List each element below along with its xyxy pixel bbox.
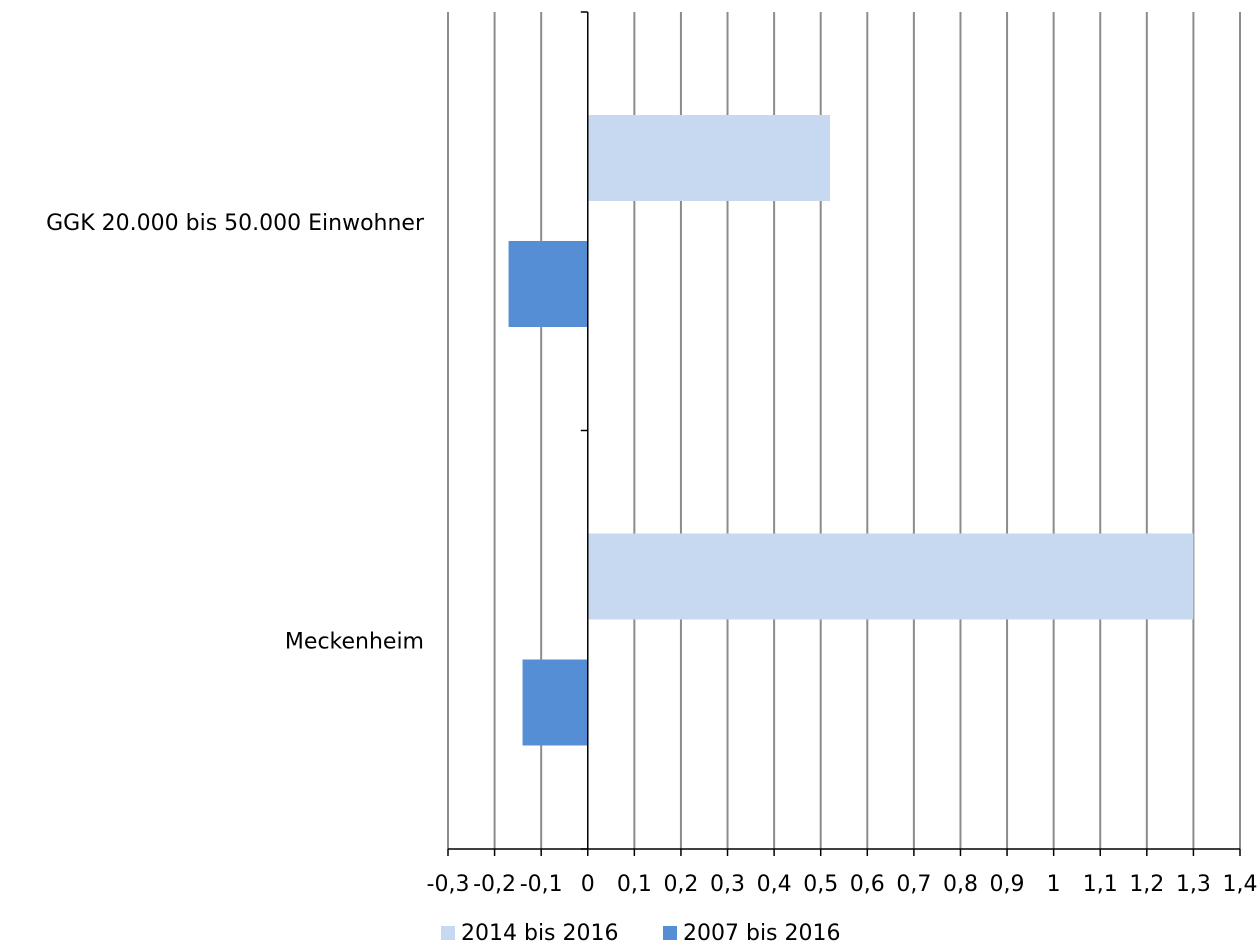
bar <box>508 241 588 327</box>
x-tick-label: 1,1 <box>1083 872 1118 897</box>
x-tick-label: 0,3 <box>710 872 745 897</box>
x-tick-label: 0,6 <box>850 872 885 897</box>
bars <box>508 115 1194 746</box>
legend: 2014 bis 2016 2007 bis 2016 <box>441 921 841 946</box>
bar <box>522 659 588 746</box>
legend-label: 2007 bis 2016 <box>683 921 841 946</box>
axes <box>447 11 1241 856</box>
x-tick-label: 0,1 <box>617 872 652 897</box>
x-tick-label: 0,4 <box>757 872 792 897</box>
x-tick-label: 1,3 <box>1176 872 1211 897</box>
legend-swatch <box>441 926 455 940</box>
legend-label: 2014 bis 2016 <box>461 921 619 946</box>
x-tick-label: 1,4 <box>1223 872 1258 897</box>
x-tick-label: -0,2 <box>473 872 516 897</box>
x-tick-label: 0 <box>581 872 595 897</box>
category-label: GGK 20.000 bis 50.000 Einwohner <box>46 211 425 236</box>
x-tick-label: 0,7 <box>896 872 931 897</box>
x-tick-label: -0,3 <box>427 872 470 897</box>
x-tick-labels: -0,3 -0,2 -0,1 0 0,1 0,2 0,3 0,4 0,5 0,6 0,7 0,8 0,9… <box>427 872 1258 897</box>
x-tick-label: -0,1 <box>520 872 563 897</box>
legend-swatch <box>663 926 677 940</box>
x-tick-label: 0,5 <box>803 872 838 897</box>
x-tick-label: 1 <box>1047 872 1061 897</box>
x-tick-label: 1,2 <box>1129 872 1164 897</box>
bar <box>587 533 1194 620</box>
bar <box>587 115 831 201</box>
category-labels: GGK 20.000 bis 50.000 Einwohner Meckenhei… <box>46 211 425 655</box>
x-tick-label: 0,9 <box>990 872 1025 897</box>
x-tick-label: 0,2 <box>663 872 698 897</box>
x-tick-label: 0,8 <box>943 872 978 897</box>
category-label: Meckenheim <box>285 630 424 655</box>
